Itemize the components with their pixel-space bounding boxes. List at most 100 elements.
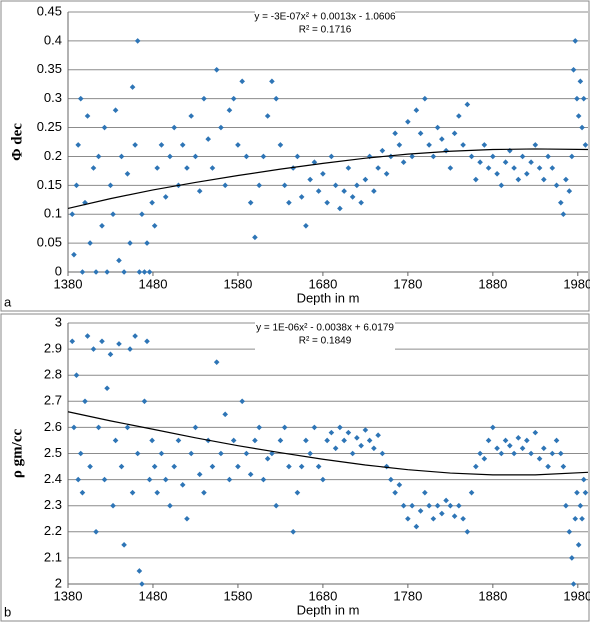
x-axis-label: Depth in m — [297, 602, 360, 617]
point — [464, 529, 471, 535]
point — [569, 555, 575, 561]
point — [563, 176, 569, 183]
x-tick-label: 1580 — [223, 588, 252, 603]
point — [426, 142, 432, 148]
point — [192, 153, 199, 160]
point — [243, 450, 250, 457]
r-squared: R² = 0.1716 — [299, 25, 352, 36]
point — [239, 78, 245, 85]
point — [577, 502, 584, 509]
point — [136, 568, 143, 574]
point — [477, 159, 483, 166]
point — [383, 170, 390, 177]
point — [456, 502, 462, 509]
point — [563, 502, 569, 509]
x-tick-label: 1780 — [393, 588, 422, 603]
point — [167, 153, 173, 160]
x-tick-label: 1480 — [139, 276, 168, 291]
point — [167, 502, 173, 509]
point — [511, 450, 517, 457]
point — [154, 489, 161, 496]
point — [149, 437, 155, 444]
point — [566, 529, 573, 535]
point — [303, 222, 309, 229]
point — [473, 463, 479, 470]
point — [252, 437, 258, 444]
point — [570, 66, 577, 73]
point — [579, 124, 585, 131]
point — [146, 269, 153, 275]
x-tick-label: 1680 — [308, 588, 337, 603]
point — [502, 437, 509, 444]
point — [77, 450, 84, 457]
point — [99, 338, 105, 345]
point — [392, 489, 398, 496]
point — [349, 194, 356, 200]
point — [572, 515, 579, 522]
point — [311, 159, 318, 166]
point — [264, 455, 271, 462]
point — [69, 211, 76, 218]
point — [468, 489, 475, 496]
point — [184, 165, 190, 171]
point — [222, 182, 228, 189]
point — [337, 424, 343, 431]
point — [320, 476, 326, 483]
panel-label: b — [4, 604, 11, 619]
point — [124, 424, 131, 431]
y-tick-label: 0 — [55, 263, 62, 278]
point — [405, 118, 411, 125]
point — [388, 476, 394, 483]
point — [116, 341, 122, 347]
point — [112, 107, 119, 114]
point — [430, 515, 437, 522]
point — [107, 351, 114, 358]
point — [127, 346, 133, 352]
point — [426, 502, 432, 509]
point — [158, 142, 165, 148]
point — [545, 463, 551, 470]
r-squared: R² = 0.1849 — [299, 336, 352, 347]
y-tick-label: 2.4 — [44, 471, 62, 486]
point — [201, 95, 207, 102]
point — [73, 372, 80, 378]
point — [507, 147, 513, 154]
x-tick-label: 1880 — [478, 588, 507, 603]
point — [184, 515, 190, 522]
point — [136, 269, 143, 275]
point — [439, 510, 445, 517]
point — [577, 78, 584, 85]
point — [388, 153, 394, 160]
point — [243, 153, 250, 160]
point — [519, 153, 526, 160]
point — [303, 437, 309, 444]
point — [422, 489, 428, 496]
point — [443, 147, 449, 154]
point — [354, 182, 360, 189]
point — [553, 437, 560, 444]
point — [528, 159, 534, 166]
point — [422, 95, 428, 102]
y-axis-label: Φ dec — [9, 123, 25, 161]
point — [162, 194, 169, 200]
point — [481, 455, 488, 462]
point — [95, 424, 102, 431]
point — [524, 437, 530, 444]
point — [213, 66, 220, 73]
point — [541, 176, 547, 183]
point — [413, 523, 420, 530]
point — [151, 222, 158, 229]
point — [392, 130, 398, 137]
y-tick-label: 0.1 — [44, 206, 62, 221]
point — [409, 153, 415, 160]
point — [315, 463, 322, 470]
point — [218, 124, 224, 131]
point — [545, 153, 551, 160]
point — [341, 437, 347, 444]
x-tick-label: 1580 — [223, 276, 252, 291]
point — [235, 142, 241, 148]
point — [396, 482, 403, 488]
point — [560, 463, 567, 470]
point — [532, 142, 539, 148]
point — [158, 450, 165, 457]
